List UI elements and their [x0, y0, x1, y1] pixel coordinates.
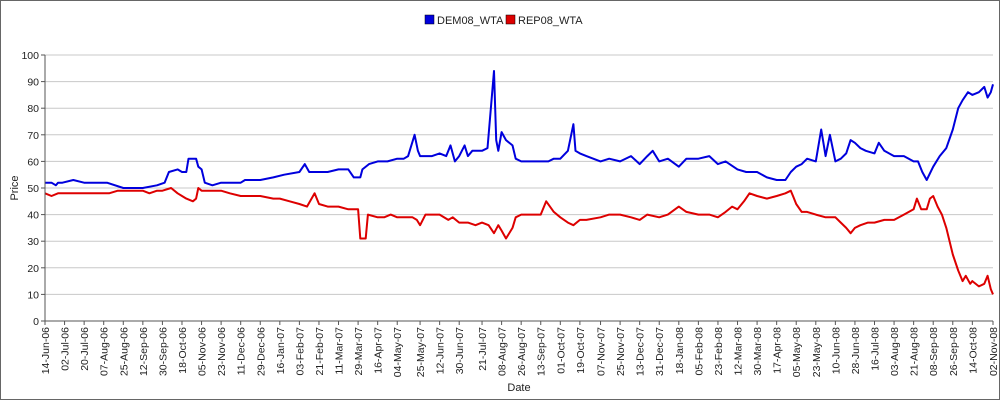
y-tick-label: 50: [27, 183, 39, 195]
x-tick-label: 25-Aug-06: [118, 327, 130, 376]
x-tick-label: 30-Mar-08: [752, 327, 764, 376]
x-tick-label: 28-Jun-08: [850, 327, 862, 374]
y-tick-label: 80: [27, 103, 39, 115]
x-tick-label: 21-Feb-07: [314, 327, 326, 376]
legend-label-rep08: REP08_WTA: [518, 15, 583, 27]
x-tick-label: 26-Sep-08: [948, 327, 960, 376]
series-line-rep08-wta: [44, 187, 994, 295]
x-tick-label: 21-Aug-08: [909, 327, 921, 376]
x-tick-label: 05-Nov-06: [197, 327, 209, 376]
y-tick-label: 30: [27, 236, 39, 248]
x-tick-label: 23-Nov-06: [216, 327, 228, 376]
x-tick-label: 13-Dec-07: [635, 327, 647, 376]
series-lines: [44, 70, 994, 295]
x-tick-label: 02-Nov-08: [988, 327, 999, 376]
x-tick-label: 11-Dec-06: [236, 327, 248, 375]
y-tick-label: 40: [27, 210, 39, 222]
gridlines: [45, 54, 993, 322]
y-tick-label: 20: [27, 263, 39, 275]
x-tick-label: 16-Jan-07: [275, 327, 287, 374]
x-tick-label: 29-Mar-07: [353, 327, 365, 376]
y-tick-label: 100: [21, 50, 39, 62]
x-tick-label: 01-Oct-07: [555, 327, 567, 374]
y-tick-labels: 0 10 20 30 40 50 60 70 80 90 100: [21, 50, 45, 328]
x-tick-label: 10-Jun-08: [830, 327, 842, 374]
x-tick-label: 19-Oct-07: [575, 327, 587, 374]
y-axis-title: Price: [9, 175, 21, 200]
x-tick-label: 08-Aug-07: [497, 327, 509, 376]
x-tick-label: 03-Aug-08: [889, 327, 901, 376]
series-line-dem08-wta: [45, 70, 994, 189]
x-tick-label: 17-Apr-08: [772, 327, 784, 374]
x-tick-label: 31-Dec-07: [654, 327, 666, 376]
x-tick-label: 18-Oct-06: [177, 327, 189, 374]
x-tick-label: 04-May-07: [392, 327, 404, 377]
x-tick-label: 20-Jul-06: [79, 327, 91, 371]
x-tick-label: 30-Jun-07: [454, 327, 466, 374]
x-tick-label: 14-Jun-06: [40, 327, 52, 374]
x-tick-label: 18-Jan-08: [674, 327, 686, 374]
x-tick-label: 07-Nov-07: [596, 327, 608, 376]
x-tick-label: 05-May-08: [791, 327, 803, 377]
y-tick-label: 90: [27, 77, 39, 89]
legend-swatch-rep08: [505, 14, 516, 25]
x-tick-label: 16-Jul-08: [870, 327, 882, 371]
x-tick-label: 29-Dec-06: [255, 327, 267, 376]
x-tick-label: 12-Sep-06: [138, 327, 150, 376]
legend: DEM08_WTA REP08_WTA: [424, 14, 583, 27]
x-tick-label: 14-Oct-08: [967, 327, 979, 374]
x-tick-label: 05-Feb-08: [693, 327, 705, 376]
x-tick-label: 07-Aug-06: [99, 327, 111, 376]
x-axis-title: Date: [507, 382, 530, 394]
x-tick-label: 21-Jul-07: [477, 327, 489, 371]
y-tick-label: 10: [27, 289, 39, 301]
x-tick-label: 26-Aug-07: [516, 327, 528, 376]
y-tick-label: 70: [27, 130, 39, 142]
x-tick-label: 03-Feb-07: [294, 327, 306, 376]
x-tick-label: 16-Apr-07: [373, 327, 385, 374]
x-tick-label: 30-Sep-06: [157, 327, 169, 376]
y-tick-label: 60: [27, 156, 39, 168]
x-tick-label: 23-May-08: [811, 327, 823, 377]
legend-label-dem08: DEM08_WTA: [437, 15, 504, 27]
x-tick-label: 02-Jul-06: [60, 327, 72, 371]
x-tick-label: 12-Jun-07: [435, 327, 447, 374]
legend-swatch-dem08: [424, 14, 435, 25]
x-tick-label: 11-Mar-07: [334, 327, 346, 375]
x-tick-label: 12-Mar-08: [733, 327, 745, 376]
x-tick-label: 08-Sep-08: [928, 327, 940, 376]
x-tick-label: 13-Sep-07: [536, 327, 548, 376]
x-tick-labels: 14-Jun-06 02-Jul-06 20-Jul-06 07-Aug-06 25-A…: [40, 321, 999, 377]
x-tick-label: 23-Feb-08: [713, 327, 725, 376]
x-tick-label: 25-Nov-07: [615, 327, 627, 376]
y-tick-label: 0: [33, 316, 39, 328]
x-tick-label: 25-May-07: [415, 327, 427, 377]
